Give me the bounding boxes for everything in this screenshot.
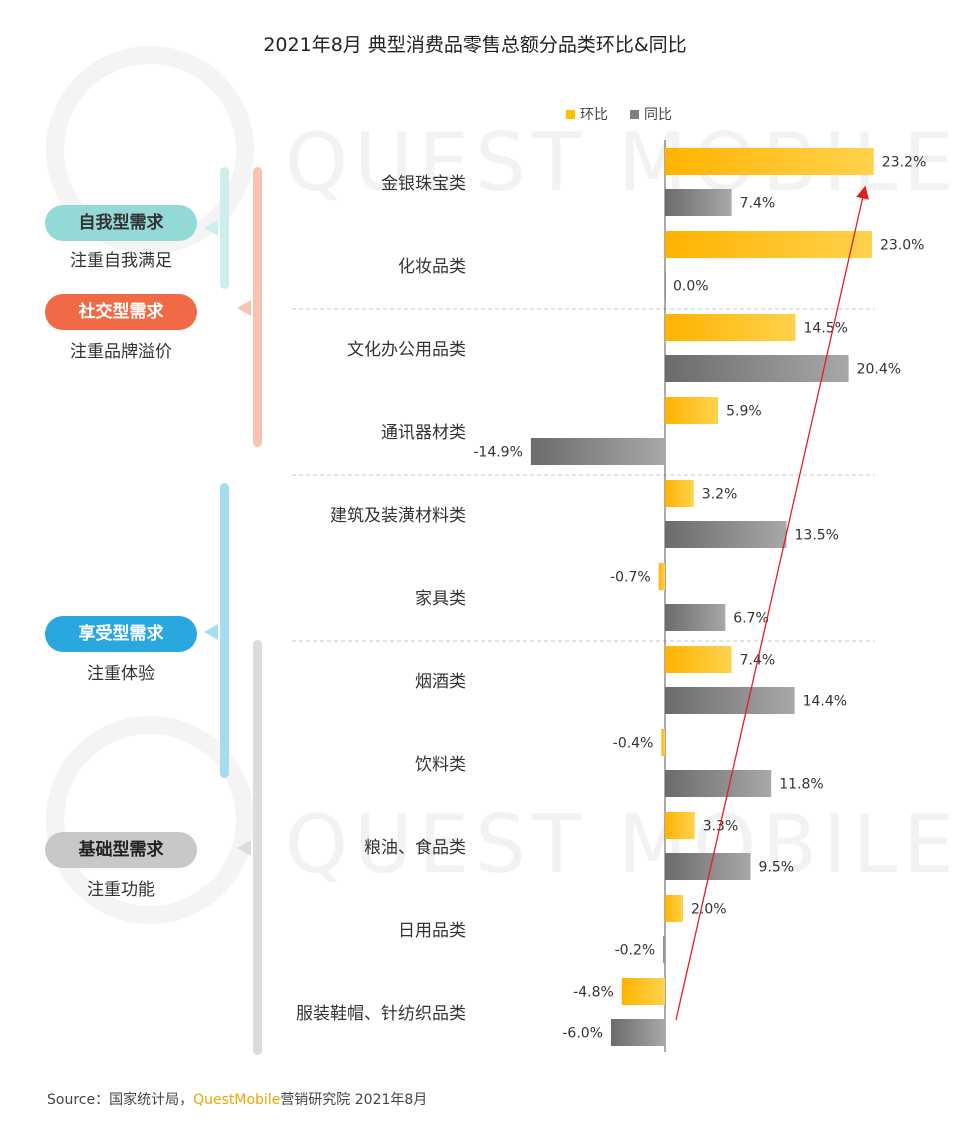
bar-yoy [665, 770, 772, 797]
data-label-yoy: 6.7% [733, 611, 769, 627]
watermark-ring-top [46, 46, 254, 254]
group-pill-social: 社交型需求 [45, 294, 197, 330]
pointer-basic [237, 840, 251, 856]
bar-yoy [611, 1019, 665, 1046]
data-label-yoy: -0.2% [615, 943, 656, 959]
bar-mom [621, 978, 665, 1005]
bar-mom [665, 397, 719, 424]
group-sub-basic: 注重功能 [87, 880, 155, 900]
data-label-yoy: -6.0% [562, 1026, 603, 1042]
bar-yoy [665, 521, 787, 548]
legend-label-yoy: 同比 [644, 107, 672, 123]
category-label: 服装鞋帽、针纺织品类 [296, 1004, 466, 1024]
bar-mom [658, 563, 665, 590]
pointer-enjoy [204, 624, 218, 640]
data-label-mom: -0.4% [613, 736, 654, 752]
chart-legend: 环比 同比 [566, 104, 672, 124]
bar-mom [665, 812, 695, 839]
category-label: 金银珠宝类 [381, 174, 466, 194]
data-label-yoy: 9.5% [759, 860, 795, 876]
group-pill-basic: 基础型需求 [45, 832, 197, 868]
category-label: 通讯器材类 [381, 423, 466, 443]
group-sub-social: 注重品牌溢价 [70, 342, 172, 362]
bar-mom [661, 729, 665, 756]
data-label-mom: 2.0% [691, 902, 727, 918]
legend-item-mom: 环比 [566, 104, 608, 124]
source-prefix: Source：国家统计局， [47, 1092, 194, 1108]
bar-yoy [665, 604, 726, 631]
data-label-yoy: 14.4% [803, 694, 847, 710]
bar-yoy [665, 687, 795, 714]
legend-item-yoy: 同比 [630, 104, 672, 124]
data-label-yoy: -14.9% [473, 445, 523, 461]
category-label: 家具类 [415, 589, 466, 609]
category-label: 粮油、食品类 [364, 838, 466, 858]
chart-title: 2021年8月 典型消费品零售总额分品类环比&同比 [263, 34, 687, 56]
bar-mom [665, 148, 874, 175]
bar-yoy [665, 272, 666, 299]
pointer-self [204, 220, 218, 236]
data-label-yoy: 0.0% [673, 279, 709, 295]
group-pill-self: 自我型需求 [45, 205, 197, 241]
bar-yoy [665, 853, 751, 880]
data-label-yoy: 7.4% [740, 196, 776, 212]
watermark-ring-bottom [46, 716, 254, 924]
group-sub-self: 注重自我满足 [70, 251, 172, 271]
bar-yoy [665, 189, 732, 216]
bar-yoy [530, 438, 665, 465]
group-bar-enjoy [220, 483, 229, 778]
bar-yoy [663, 936, 665, 963]
group-pill-enjoy: 享受型需求 [45, 616, 197, 652]
data-label-yoy: 13.5% [795, 528, 839, 544]
group-bar-self [220, 167, 229, 289]
data-label-mom: 23.0% [880, 238, 924, 254]
watermark-bottom: QUEST MOBILE [285, 798, 960, 891]
bar-mom [665, 231, 872, 258]
data-label-mom: -0.7% [610, 570, 651, 586]
source-note: Source：国家统计局，QuestMobile营销研究院 2021年8月 [47, 1089, 427, 1109]
category-label: 建筑及装潢材料类 [330, 506, 466, 526]
source-suffix: 营销研究院 2021年8月 [280, 1092, 428, 1108]
bar-yoy [665, 355, 849, 382]
legend-label-mom: 环比 [580, 107, 608, 123]
category-label: 文化办公用品类 [347, 340, 466, 360]
pointer-social [237, 300, 251, 316]
data-label-mom: 23.2% [882, 155, 926, 171]
trend-arrow [675, 185, 869, 1021]
bar-mom [665, 895, 683, 922]
data-label-mom: -4.8% [573, 985, 614, 1001]
category-label: 饮料类 [415, 755, 466, 775]
data-label-yoy: 11.8% [779, 777, 823, 793]
data-label-mom: 14.5% [804, 321, 848, 337]
group-sub-enjoy: 注重体验 [87, 664, 155, 684]
group-bar-social [253, 167, 262, 447]
category-label: 化妆品类 [398, 257, 466, 277]
group-bar-basic [253, 640, 262, 1055]
legend-swatch-yoy [630, 109, 639, 119]
category-label: 烟酒类 [415, 672, 466, 692]
bar-mom [665, 314, 796, 341]
data-label-yoy: 20.4% [857, 362, 901, 378]
data-label-mom: 5.9% [726, 404, 762, 420]
bar-mom [665, 480, 694, 507]
legend-swatch-mom [566, 109, 575, 119]
source-brand: QuestMobile [193, 1092, 281, 1108]
category-label: 日用品类 [398, 921, 466, 941]
bar-mom [665, 646, 732, 673]
data-label-mom: 3.2% [702, 487, 738, 503]
